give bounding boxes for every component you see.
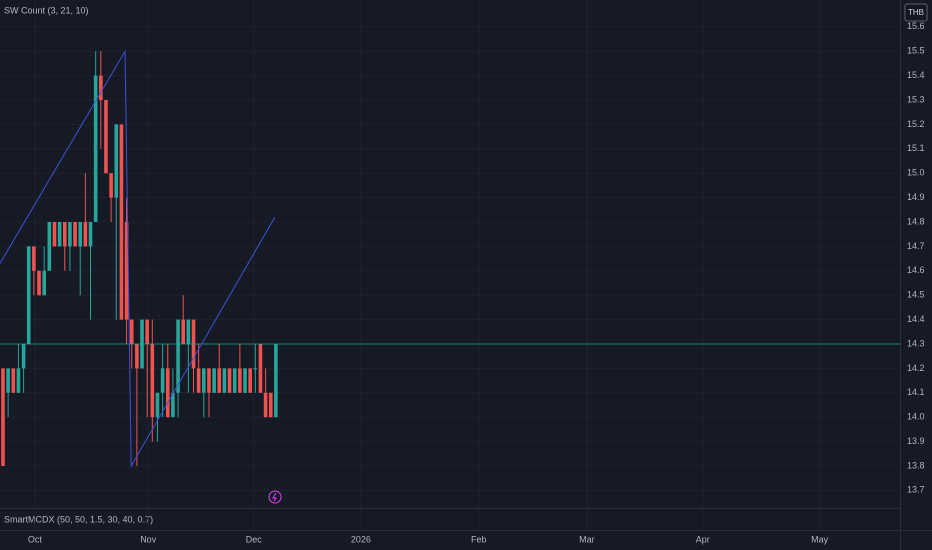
candle-body xyxy=(109,173,113,198)
candle-body xyxy=(181,319,186,344)
candle-body xyxy=(21,343,26,369)
candle-body xyxy=(232,368,237,393)
candle-body xyxy=(73,222,77,247)
y-tick-label: 15.4 xyxy=(907,70,925,80)
candle-body xyxy=(11,368,16,393)
y-tick-label: 13.9 xyxy=(907,436,925,446)
x-tick-label: 2026 xyxy=(351,534,371,544)
y-tick-label: 14.8 xyxy=(907,216,925,226)
candle-body xyxy=(88,222,93,247)
y-tick-label: 14.0 xyxy=(907,412,925,422)
currency-badge xyxy=(904,3,928,22)
candle-body xyxy=(155,392,160,418)
indicator-label: SW Count (3, 21, 10) xyxy=(4,5,89,15)
candle-body xyxy=(202,368,206,393)
candle-body xyxy=(129,319,134,344)
y-tick-label: 14.6 xyxy=(907,265,925,275)
y-tick-label: 15.6 xyxy=(907,21,925,31)
y-tick-label: 15.3 xyxy=(907,94,925,104)
candle-body xyxy=(165,368,170,418)
candle-body xyxy=(196,368,201,393)
y-tick-label: 14.1 xyxy=(907,387,925,397)
candle-body xyxy=(268,392,273,418)
candle-body xyxy=(78,222,83,247)
candle-body xyxy=(52,222,57,247)
y-tick-label: 15.0 xyxy=(907,168,925,178)
event-icon[interactable] xyxy=(268,490,282,504)
candle-body xyxy=(243,368,247,393)
candle-body xyxy=(57,222,62,247)
candle-body xyxy=(227,368,232,393)
x-tick-label: Nov xyxy=(140,534,157,544)
candle-body xyxy=(171,392,175,418)
zigzag-line xyxy=(0,49,276,468)
candle-body xyxy=(42,270,46,296)
candle-body xyxy=(99,75,103,101)
candle-body xyxy=(32,246,36,271)
y-tick-label: 13.8 xyxy=(907,460,925,470)
x-tick-label: Dec xyxy=(246,534,263,544)
candle-body xyxy=(160,368,165,393)
candle-body xyxy=(119,124,124,320)
candle-body xyxy=(258,343,263,393)
x-tick-label: Feb xyxy=(471,534,487,544)
y-tick-label: 13.7 xyxy=(907,485,925,495)
candle-body xyxy=(93,75,98,223)
y-tick-label: 14.5 xyxy=(907,290,925,300)
candle-body xyxy=(114,124,119,198)
y-tick-label: 15.1 xyxy=(907,143,925,153)
y-tick-label: 14.2 xyxy=(907,363,925,373)
candle-body xyxy=(16,368,21,393)
x-tick-label: May xyxy=(811,534,829,544)
event-icon-bolt xyxy=(272,492,277,502)
candle-body xyxy=(217,368,222,393)
candle-body xyxy=(124,222,129,320)
candle-body xyxy=(145,319,149,344)
candle-body xyxy=(186,319,191,344)
candle-body xyxy=(6,368,10,393)
y-tick-label: 14.9 xyxy=(907,192,925,202)
currency-label: THB xyxy=(908,8,924,17)
y-tick-label: 15.2 xyxy=(907,119,925,129)
candle-body xyxy=(26,246,31,344)
candle-body xyxy=(37,270,41,296)
candle-body xyxy=(207,368,211,393)
candle-body xyxy=(212,368,216,393)
candle-body xyxy=(238,368,242,393)
candle-body xyxy=(253,368,258,370)
candle-body xyxy=(104,100,108,174)
candle-body xyxy=(263,392,268,418)
candle-body xyxy=(62,222,67,247)
candle-body xyxy=(222,368,227,393)
indicator-label: SmartMCDX (50, 50, 1.5, 30, 40, 0.7) xyxy=(4,514,153,524)
candle-body xyxy=(83,222,88,247)
y-tick-label: 14.7 xyxy=(907,241,925,251)
x-tick-label: Oct xyxy=(28,534,43,544)
y-tick-label: 14.4 xyxy=(907,314,925,324)
y-tick-label: 15.5 xyxy=(907,46,925,56)
candle-body xyxy=(1,368,5,466)
candle-body xyxy=(135,343,139,369)
candle-body xyxy=(47,222,52,271)
x-tick-label: Mar xyxy=(579,534,595,544)
x-tick-label: Apr xyxy=(696,534,710,544)
candle-body xyxy=(274,343,278,418)
candle-body xyxy=(68,222,72,247)
candle-body xyxy=(176,319,180,393)
candle-body xyxy=(150,343,155,418)
candle-body xyxy=(248,368,252,393)
y-tick-label: 14.3 xyxy=(907,338,925,348)
